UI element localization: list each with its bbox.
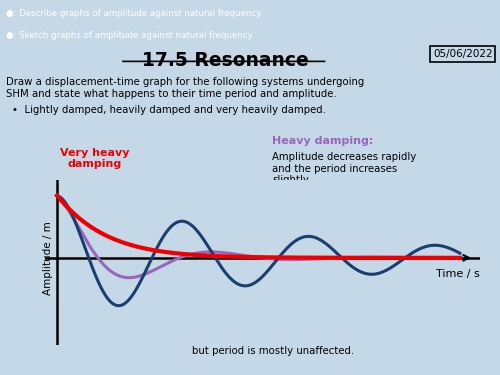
Text: Amplitude decreases with time: Amplitude decreases with time (192, 329, 350, 339)
Text: Amplitude / m: Amplitude / m (43, 221, 53, 295)
Text: ●: Describe graphs of amplitude against natural frequency.: ●: Describe graphs of amplitude against … (6, 9, 263, 18)
Text: but period is mostly unaffected.: but period is mostly unaffected. (192, 346, 354, 356)
Text: 05/06/2022: 05/06/2022 (433, 49, 492, 59)
Text: Heavy damping:: Heavy damping: (272, 136, 374, 146)
Text: •  Lightly damped, heavily damped and very heavily damped.: • Lightly damped, heavily damped and ver… (12, 105, 326, 114)
Text: Light Damping:: Light Damping: (105, 329, 199, 339)
Text: Draw a displacement-time graph for the following systems undergoing
SHM and stat: Draw a displacement-time graph for the f… (6, 77, 364, 99)
Text: Very heavy
damping: Very heavy damping (60, 148, 130, 169)
Text: Time / s: Time / s (436, 269, 480, 279)
Text: ●: Sketch graphs of amplitude against natural frequency.: ●: Sketch graphs of amplitude against na… (6, 31, 254, 40)
Text: Amplitude decreases rapidly
and the period increases
slightly.: Amplitude decreases rapidly and the peri… (272, 152, 417, 185)
Text: 17.5 Resonance: 17.5 Resonance (142, 51, 308, 70)
